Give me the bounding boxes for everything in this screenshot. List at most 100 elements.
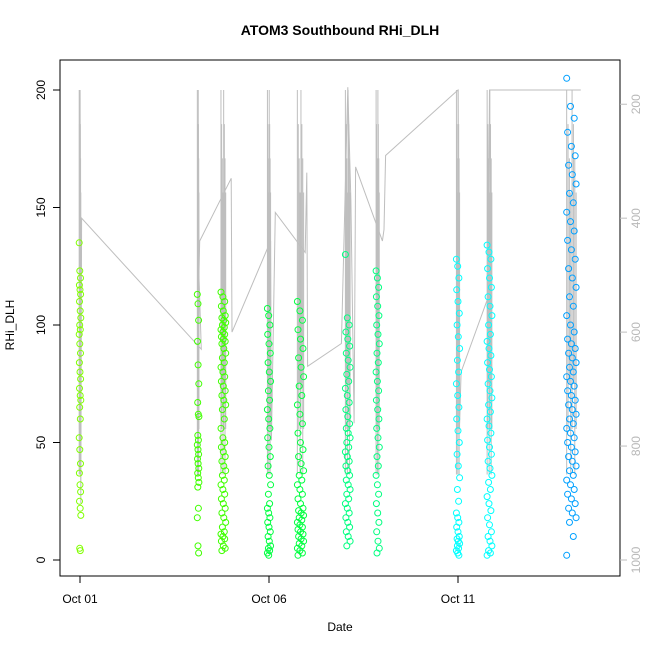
data-point [217, 377, 225, 385]
data-point [194, 361, 202, 369]
data-point [293, 401, 301, 409]
data-point [571, 255, 579, 263]
data-point [221, 490, 229, 498]
data-point [488, 394, 496, 402]
data-point [486, 330, 494, 338]
data-point [263, 406, 271, 414]
x-axis-label: Date [327, 620, 353, 634]
data-point [219, 382, 227, 390]
data-point [217, 481, 225, 489]
data-point [345, 377, 353, 385]
pressure-track-line [79, 87, 581, 504]
data-point [220, 462, 228, 470]
data-point [195, 464, 203, 472]
data-point [486, 521, 493, 529]
data-point [374, 434, 382, 442]
data-point [346, 420, 354, 428]
data-point [343, 490, 351, 498]
data-point [570, 434, 578, 442]
data-point [264, 533, 272, 540]
data-point [563, 74, 571, 82]
y-tick-label: 50 [34, 436, 48, 450]
data-point [455, 274, 463, 282]
data-point [219, 434, 227, 442]
data-point [76, 446, 84, 454]
data-point [194, 446, 202, 454]
data-point [341, 448, 349, 456]
data-point [222, 467, 230, 475]
data-point [293, 298, 301, 305]
data-point [297, 460, 305, 468]
data-point [567, 340, 575, 348]
data-point [567, 142, 575, 150]
data-point [483, 337, 491, 345]
data-point [485, 500, 493, 508]
data-point [452, 509, 460, 517]
data-point [76, 368, 84, 376]
data-point [194, 542, 202, 550]
data-point [76, 307, 84, 315]
data-point [266, 453, 274, 461]
data-point [567, 102, 574, 110]
data-point [571, 345, 579, 352]
data-point [372, 267, 380, 275]
data-point [342, 328, 350, 336]
data-point [456, 345, 464, 352]
data-point [76, 321, 84, 329]
data-point [566, 415, 573, 423]
data-point [565, 401, 573, 409]
data-point [344, 481, 352, 489]
data-point [375, 312, 383, 320]
data-point [567, 481, 574, 489]
data-point [455, 368, 463, 376]
data-point [195, 316, 203, 324]
data-point [75, 281, 83, 289]
data-point [218, 457, 226, 465]
data-point [346, 342, 354, 350]
data-point [375, 415, 383, 423]
data-point [374, 462, 382, 470]
data-point [374, 509, 382, 517]
data-point [342, 476, 350, 484]
data-point [295, 382, 303, 390]
data-point [485, 321, 493, 329]
data-point [76, 267, 84, 275]
data-point [452, 255, 460, 263]
data-point [194, 436, 202, 444]
data-point [484, 457, 492, 465]
data-point [265, 312, 273, 320]
data-point [221, 504, 229, 512]
data-point [76, 504, 84, 512]
data-point [565, 504, 573, 512]
data-point [454, 427, 462, 435]
data-point [300, 373, 308, 381]
data-point [565, 349, 573, 357]
data-point [456, 540, 464, 547]
y2-tick-label: 1000 [629, 546, 643, 573]
y-axis-label: RHi_DLH [3, 300, 17, 351]
data-point [568, 406, 576, 414]
data-point [76, 340, 84, 348]
data-point [567, 246, 575, 254]
data-point [372, 396, 380, 404]
data-point [217, 495, 225, 503]
data-point [454, 462, 462, 470]
data-point [263, 504, 271, 512]
data-point [485, 345, 493, 352]
data-point [346, 363, 354, 371]
data-point [484, 359, 492, 367]
data-point [567, 443, 575, 451]
y2-tick-label: 600 [629, 322, 643, 342]
data-point [77, 274, 84, 282]
data-point [343, 504, 351, 512]
data-point [265, 537, 273, 545]
data-point [77, 375, 85, 383]
data-point [345, 321, 353, 329]
data-point [454, 298, 462, 305]
data-point [264, 359, 272, 367]
data-point [375, 443, 383, 451]
data-point [566, 363, 573, 371]
data-point [567, 377, 574, 385]
data-point [372, 471, 380, 479]
data-point [217, 288, 225, 296]
